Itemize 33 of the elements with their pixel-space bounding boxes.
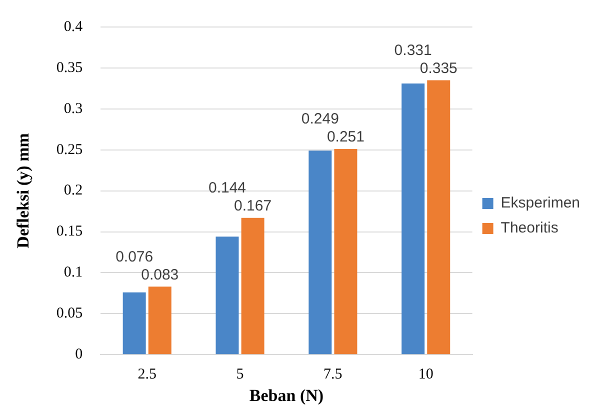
y-tick-label: 0.15 (56, 224, 83, 240)
x-tick-label: 10 (418, 366, 434, 383)
legend-label: Theoritis (500, 220, 558, 237)
bar (308, 150, 332, 354)
bar (216, 236, 239, 354)
data-label: 0.083 (141, 266, 179, 284)
y-tick-label: 0.4 (64, 18, 84, 35)
data-label: 0.144 (208, 179, 246, 196)
bar (148, 286, 172, 354)
data-label: 0.331 (394, 42, 432, 59)
y-tick-label: 0.35 (56, 60, 83, 76)
y-tick-label: 0 (75, 346, 83, 363)
data-label: 0.076 (116, 248, 154, 266)
data-label: 0.335 (420, 60, 458, 77)
bar (334, 149, 358, 354)
y-tick-label: 0.1 (64, 264, 83, 281)
y-tick-label: 0.2 (64, 182, 83, 199)
y-tick-label: 0.05 (56, 306, 83, 322)
bar (402, 84, 425, 354)
x-tick-label: 7.5 (324, 366, 342, 383)
x-axis-title: Beban (N) (249, 386, 324, 406)
y-tick-label: 0.25 (56, 142, 83, 158)
bar (241, 218, 264, 354)
x-tick-label: 5 (236, 366, 244, 383)
y-tick-label: 0.3 (64, 100, 83, 117)
x-tick-label: 2.5 (138, 366, 156, 383)
data-label: 0.249 (301, 110, 339, 128)
y-axis-title: Defleksi (y) mm (14, 133, 33, 248)
bar (427, 80, 450, 354)
legend-label: Eksperimen (500, 194, 580, 212)
data-label: 0.167 (234, 197, 272, 214)
bar (122, 292, 146, 354)
data-label: 0.251 (326, 128, 364, 146)
